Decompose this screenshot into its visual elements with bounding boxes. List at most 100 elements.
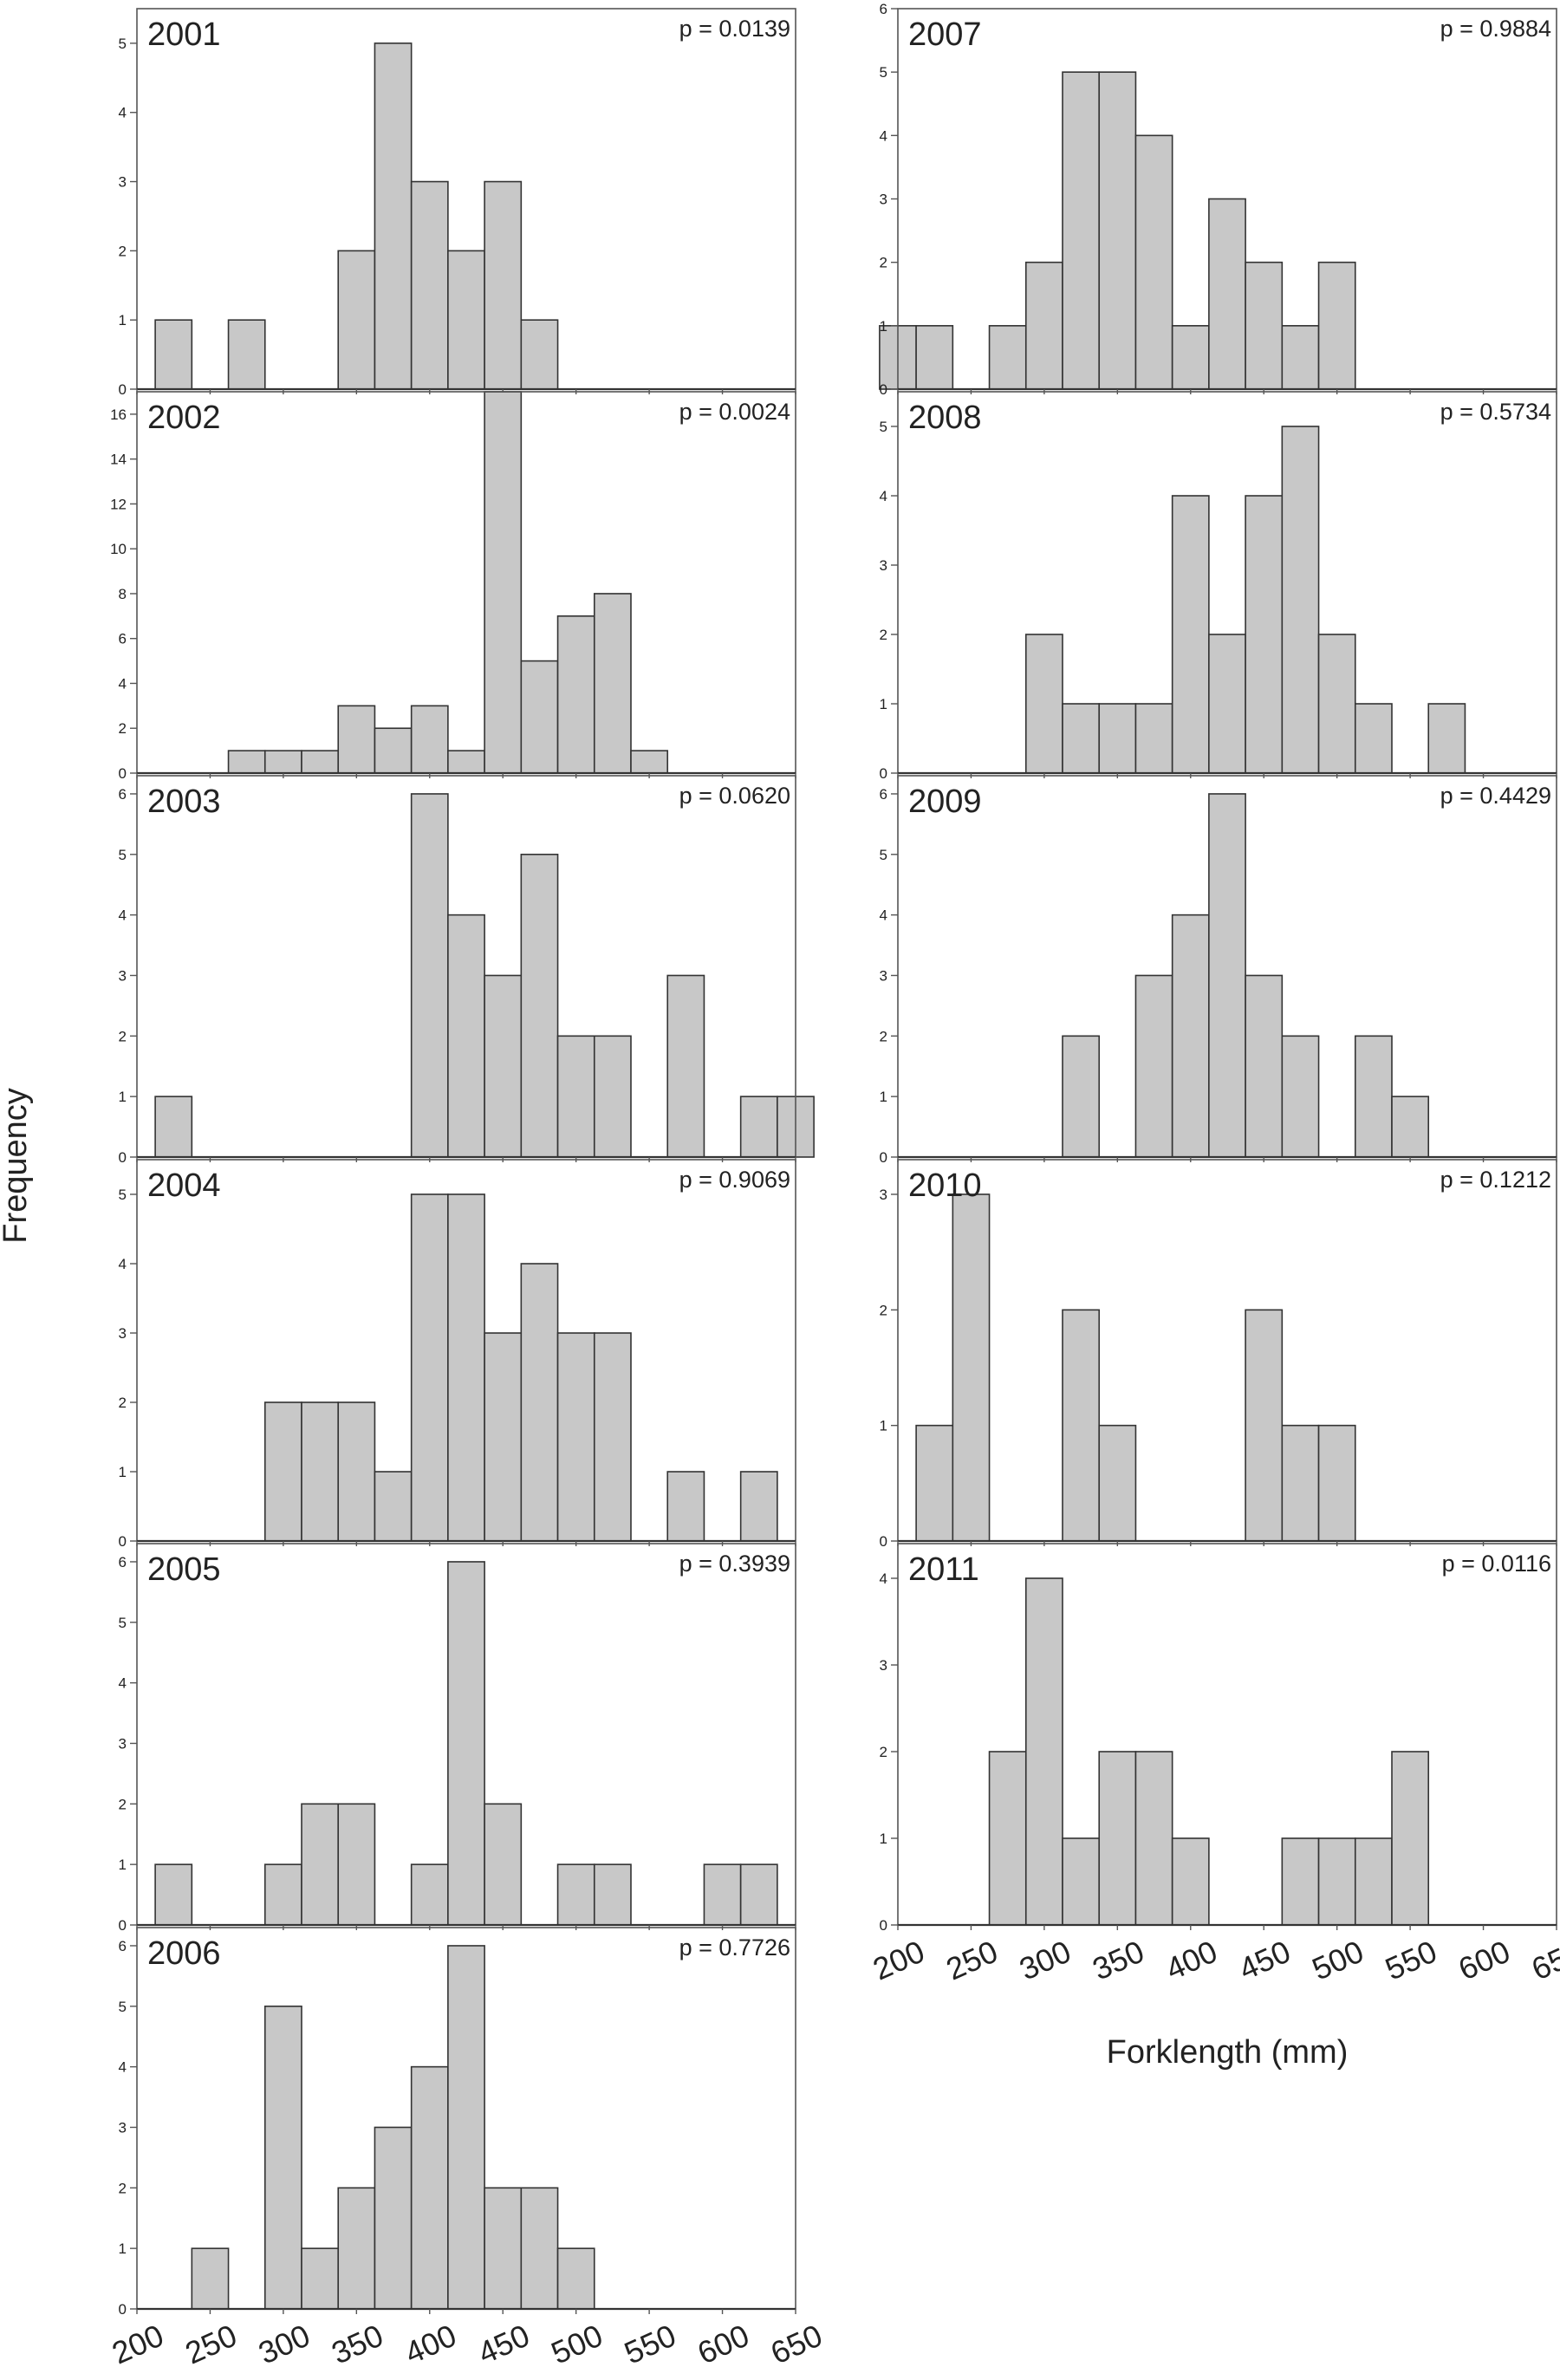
panel-2003-bar-225 xyxy=(154,1096,193,1158)
panel-2009-bar-425 xyxy=(1208,793,1246,1158)
panel-2011-bar-300 xyxy=(1024,1577,1063,1926)
panel-2006-xtick-label-200: 200 xyxy=(107,2318,169,2371)
panel-2010-bar-325 xyxy=(1062,1309,1101,1542)
x-axis-title: Forklength (mm) xyxy=(1107,2034,1349,2071)
panel-2006-xtick-label-300: 300 xyxy=(253,2318,315,2371)
panel-2002-year: 2002 xyxy=(147,400,221,436)
panel-2009-bar-325 xyxy=(1062,1035,1101,1158)
panel-2009-ytick-label-0: 0 xyxy=(880,1149,887,1166)
panel-2002-ytick-label-16: 16 xyxy=(110,406,127,423)
panel-2005-ytick-label-4: 4 xyxy=(119,1675,127,1692)
panel-2006-ytick-label-3: 3 xyxy=(119,2119,127,2136)
panel-2003-bar-450 xyxy=(484,974,523,1158)
panel-2007-bar-425 xyxy=(1208,198,1246,390)
panel-2006-ytick-label-5: 5 xyxy=(119,1999,127,2015)
panel-2008-bar-375 xyxy=(1134,703,1173,774)
panel-2007-year: 2007 xyxy=(908,16,982,53)
panel-2011-xtick-label-600: 600 xyxy=(1453,1934,1516,1987)
panel-2011-xtick-label-500: 500 xyxy=(1307,1934,1369,1987)
panel-2006-bar-300 xyxy=(263,2005,302,2310)
panel-2004-bar-475 xyxy=(520,1263,559,1542)
panel-2011-year: 2011 xyxy=(908,1551,979,1588)
panel-2002-ytick-label-4: 4 xyxy=(119,675,127,692)
panel-2005-bar-500 xyxy=(556,1863,595,1926)
panel-2006-ytick-label-2: 2 xyxy=(119,2180,127,2196)
panel-2006-bar-400 xyxy=(410,2065,449,2310)
panel-2007-ytick-label-0: 0 xyxy=(880,381,887,398)
panel-2007-bar-475 xyxy=(1281,325,1320,390)
panel-2011-bar-375 xyxy=(1134,1751,1173,1926)
panel-2007-bar-450 xyxy=(1245,261,1284,390)
panel-2008-bar-350 xyxy=(1098,703,1137,774)
panel-2009-bar-450 xyxy=(1245,974,1284,1158)
panel-2011-xtick-label-250: 250 xyxy=(941,1934,1004,1987)
panel-2004-ytick-label-5: 5 xyxy=(119,1187,127,1203)
panel-2005-pvalue: p = 0.3939 xyxy=(679,1551,790,1577)
panel-2009-pvalue: p = 0.4429 xyxy=(1440,783,1551,809)
panel-2010-bar-225 xyxy=(915,1424,954,1542)
panel-2005-bar-450 xyxy=(484,1803,523,1926)
panel-2011-bar-550 xyxy=(1391,1751,1430,1926)
panel-2008-bar-575 xyxy=(1427,703,1466,774)
panel-2005-bar-225 xyxy=(154,1863,193,1926)
panel-2006-bar-350 xyxy=(337,2187,376,2310)
panel-2004-bar-500 xyxy=(556,1332,595,1542)
panel-2002-ytick-label-12: 12 xyxy=(110,496,127,512)
panel-2008-year: 2008 xyxy=(908,400,982,436)
panel-2002-bar-325 xyxy=(301,750,340,774)
panel-2002-frame xyxy=(136,391,796,774)
panel-2005-bar-300 xyxy=(263,1863,302,1926)
panel-2002-pvalue: p = 0.0024 xyxy=(679,399,790,425)
panel-2001-bar-450 xyxy=(484,180,523,390)
panel-2006-bar-425 xyxy=(447,1945,485,2310)
panel-2007-bar-275 xyxy=(988,325,1027,390)
panel-2004-ytick-label-3: 3 xyxy=(119,1325,127,1342)
panel-2006-bar-250 xyxy=(191,2247,230,2310)
panel-2003-year: 2003 xyxy=(147,784,221,820)
panel-2008-ytick-label-2: 2 xyxy=(880,627,887,643)
panel-2011-bar-475 xyxy=(1281,1837,1320,1926)
panel-2009-bar-550 xyxy=(1391,1096,1430,1158)
panel-2007-ytick-label-2: 2 xyxy=(880,255,887,271)
panel-2008-bar-400 xyxy=(1171,495,1210,774)
panel-2010-ytick-label-1: 1 xyxy=(880,1418,887,1434)
panel-2003-ytick-label-3: 3 xyxy=(119,967,127,984)
panel-2008-ytick-label-3: 3 xyxy=(880,557,887,574)
panel-2004-bar-325 xyxy=(301,1401,340,1542)
panel-2010-pvalue: p = 0.1212 xyxy=(1440,1167,1551,1193)
panel-2011-pvalue: p = 0.0116 xyxy=(1442,1551,1551,1577)
panel-2006-xtick-label-500: 500 xyxy=(546,2318,608,2371)
panel-2005-bar-425 xyxy=(447,1561,485,1926)
panel-2007-ytick-label-6: 6 xyxy=(880,1,887,17)
panel-2011-xtick-label-550: 550 xyxy=(1380,1934,1442,1987)
panel-2008-bar-475 xyxy=(1281,426,1320,774)
panel-2007-ytick-label-1: 1 xyxy=(880,318,887,335)
panel-2007-bar-400 xyxy=(1171,325,1210,390)
panel-2008-bar-300 xyxy=(1024,634,1063,774)
panel-2002-bar-450 xyxy=(484,391,523,774)
panel-2008-bar-500 xyxy=(1317,634,1356,774)
panel-2002-bar-400 xyxy=(410,705,449,774)
panel-2001-bar-275 xyxy=(227,319,266,390)
panel-2006-ytick-label-4: 4 xyxy=(119,2059,127,2076)
panel-2006-bar-375 xyxy=(374,2126,413,2310)
panel-2005-ytick-label-6: 6 xyxy=(119,1554,127,1570)
panel-2003-ytick-label-4: 4 xyxy=(119,907,127,924)
panel-2011-bar-275 xyxy=(988,1751,1027,1926)
panel-2001-bar-425 xyxy=(447,250,485,390)
panel-2011-bar-525 xyxy=(1354,1837,1393,1926)
panel-2003-ytick-label-0: 0 xyxy=(119,1149,127,1166)
panel-2006-pvalue: p = 0.7726 xyxy=(679,1935,790,1961)
panel-2010-frame xyxy=(897,1159,1557,1542)
panel-2006-ytick-label-6: 6 xyxy=(119,1938,127,1954)
panel-2011-bar-325 xyxy=(1062,1837,1101,1926)
panel-2011-bar-400 xyxy=(1171,1837,1210,1926)
panel-2001-year: 2001 xyxy=(147,16,221,53)
panel-2004-year: 2004 xyxy=(147,1167,221,1204)
panel-2009-ytick-label-4: 4 xyxy=(880,907,887,924)
panel-2006-bar-450 xyxy=(484,2187,523,2310)
panel-2005-ytick-label-2: 2 xyxy=(119,1796,127,1812)
panel-2005-ytick-label-3: 3 xyxy=(119,1735,127,1752)
panel-2002-bar-500 xyxy=(556,615,595,774)
panel-2006-xtick-label-600: 600 xyxy=(692,2318,755,2371)
